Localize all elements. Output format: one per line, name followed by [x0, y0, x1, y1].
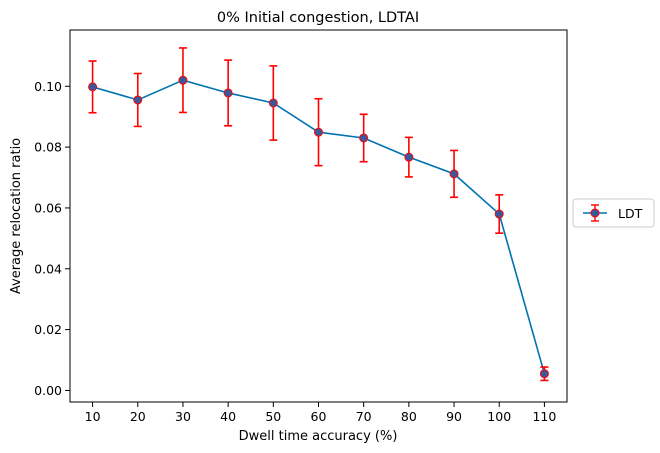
- legend-marker: [583, 204, 607, 222]
- x-tick-label: 80: [401, 409, 417, 424]
- y-tick-label: 0.00: [34, 383, 62, 398]
- data-point: [359, 133, 369, 143]
- y-tick-label: 0.04: [34, 261, 62, 276]
- legend-point: [590, 208, 600, 218]
- data-point: [133, 95, 143, 105]
- x-tick-label: 90: [446, 409, 462, 424]
- data-point: [494, 209, 504, 219]
- x-tick-label: 30: [175, 409, 191, 424]
- data-point: [268, 98, 278, 108]
- y-axis-ticks: 0.00 0.02 0.04 0.06 0.08 0.10: [34, 79, 70, 398]
- y-tick-label: 0.10: [34, 79, 62, 94]
- data-point: [88, 82, 98, 92]
- plot-area: [69, 29, 568, 403]
- data-point: [223, 88, 233, 98]
- y-tick-label: 0.08: [34, 140, 62, 155]
- legend-box: [572, 198, 655, 228]
- data-point: [314, 127, 323, 137]
- chart-title: 0% Initial congestion, LDTAI: [217, 10, 419, 26]
- x-axis-label: Dwell time accuracy (%): [239, 429, 398, 444]
- x-tick-label: 60: [311, 409, 327, 424]
- legend: LDT: [572, 198, 655, 228]
- x-tick-label: 10: [85, 409, 101, 424]
- data-point: [539, 369, 549, 379]
- data-point: [449, 169, 459, 179]
- series-ldt: [88, 47, 549, 382]
- y-tick-label: 0.02: [34, 322, 62, 337]
- x-tick-label: 40: [220, 409, 236, 424]
- legend-entry-ldt: LDT: [618, 206, 643, 221]
- x-tick-label: 100: [487, 409, 511, 424]
- x-axis-ticks: 10 20 30 40 50 60 70 80 90 100 110: [85, 402, 556, 424]
- y-tick-label: 0.06: [34, 200, 62, 215]
- y-axis-label: Average relocation ratio: [9, 138, 24, 294]
- data-point: [404, 152, 414, 162]
- x-tick-label: 70: [356, 409, 372, 424]
- x-tick-label: 20: [130, 409, 146, 424]
- x-tick-label: 110: [532, 409, 556, 424]
- x-tick-label: 50: [265, 409, 281, 424]
- data-point: [178, 75, 188, 85]
